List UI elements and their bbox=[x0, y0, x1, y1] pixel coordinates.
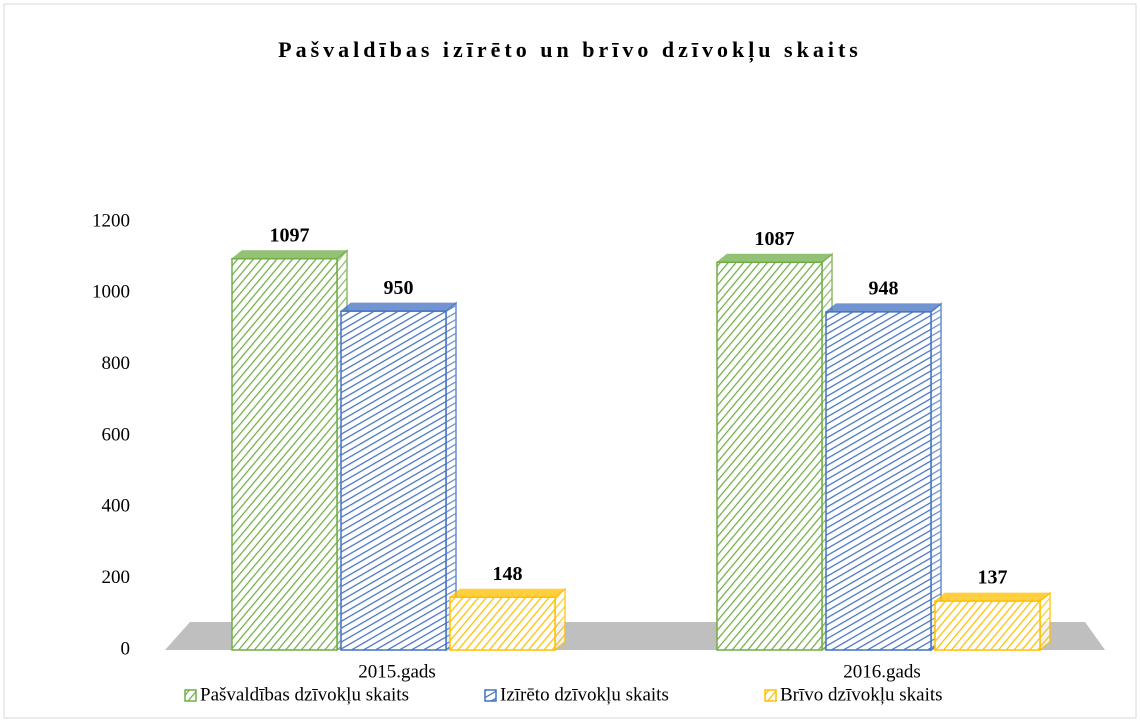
bar bbox=[449, 596, 556, 651]
bar-side bbox=[1039, 591, 1051, 652]
bar-top bbox=[448, 588, 567, 598]
y-tick-label: 1200 bbox=[92, 210, 130, 231]
bar bbox=[231, 257, 338, 651]
y-tick-label: 600 bbox=[102, 424, 131, 445]
legend-label: Brīvo dzīvokļu skaits bbox=[780, 684, 943, 705]
legend-swatch bbox=[764, 689, 777, 702]
data-label: 948 bbox=[869, 277, 899, 299]
y-tick-label: 200 bbox=[102, 567, 131, 588]
legend-swatch bbox=[484, 689, 497, 702]
legend-swatch bbox=[184, 689, 197, 702]
y-tick-label: 400 bbox=[102, 496, 131, 517]
bar bbox=[934, 600, 1041, 651]
bar-top bbox=[715, 253, 834, 263]
chart-title: Pašvaldības izīrēto un brīvo dzīvokļu sk… bbox=[278, 37, 862, 63]
y-tick-label: 0 bbox=[121, 638, 131, 659]
legend-label: Pašvaldības dzīvokļu skaits bbox=[200, 684, 409, 705]
legend-label: Izīrēto dzīvokļu skaits bbox=[500, 684, 669, 705]
bar-side bbox=[554, 587, 566, 652]
bar-top bbox=[824, 303, 943, 313]
x-tick-label: 2015.gads bbox=[358, 661, 436, 682]
bar-top bbox=[339, 302, 458, 312]
bar-top bbox=[230, 250, 349, 260]
data-label: 950 bbox=[384, 277, 414, 299]
y-tick-label: 800 bbox=[102, 353, 131, 374]
bar bbox=[716, 261, 823, 651]
data-label: 148 bbox=[493, 563, 523, 585]
y-tick-label: 1000 bbox=[92, 282, 130, 303]
bar bbox=[825, 311, 932, 651]
bar-top bbox=[933, 592, 1052, 602]
data-label: 1097 bbox=[270, 224, 310, 246]
x-tick-label: 2016.gads bbox=[843, 661, 921, 682]
bar bbox=[340, 310, 447, 651]
data-label: 1087 bbox=[755, 228, 795, 250]
data-label: 137 bbox=[978, 567, 1008, 589]
